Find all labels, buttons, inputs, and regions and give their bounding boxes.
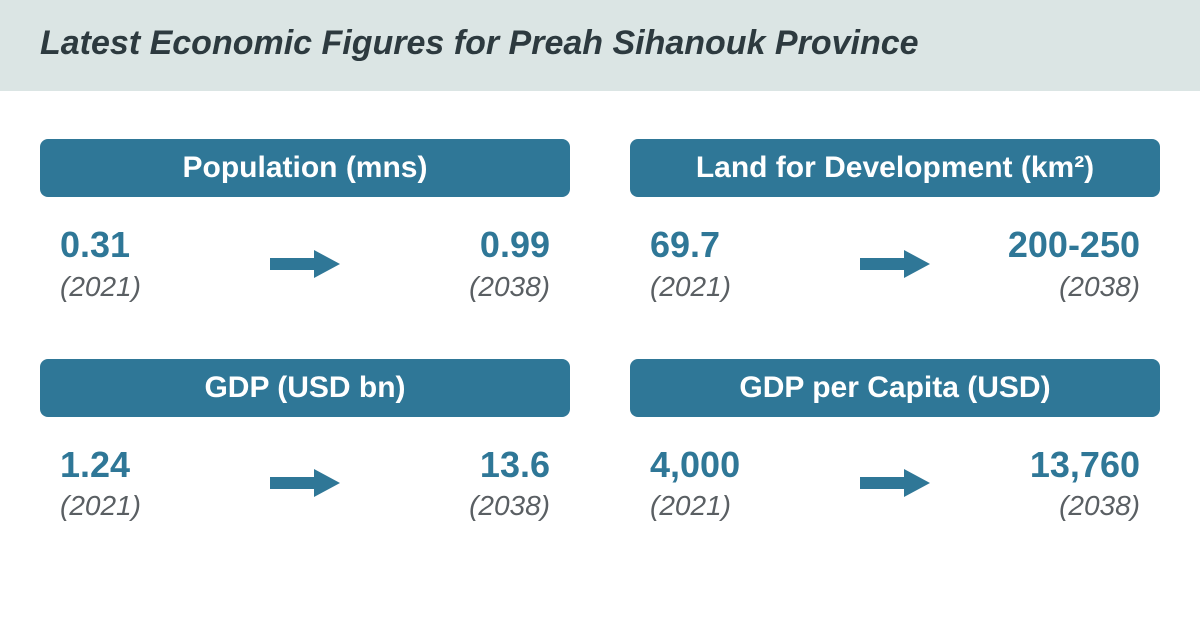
- card-header: Land for Development (km²): [630, 139, 1160, 197]
- from-figure: 4,000 (2021): [650, 445, 800, 523]
- arrow-right-icon: [270, 250, 340, 278]
- card-header: GDP (USD bn): [40, 359, 570, 417]
- card-body: 1.24 (2021) 13.6 (2038): [40, 417, 570, 523]
- card-header: GDP per Capita (USD): [630, 359, 1160, 417]
- to-year: (2038): [400, 490, 550, 522]
- from-year: (2021): [650, 271, 800, 303]
- to-figure: 13,760 (2038): [990, 445, 1140, 523]
- to-year: (2038): [990, 271, 1140, 303]
- arrow-right-icon: [860, 469, 930, 497]
- header-band: Latest Economic Figures for Preah Sihano…: [0, 0, 1200, 91]
- from-figure: 0.31 (2021): [60, 225, 210, 303]
- card-header: Population (mns): [40, 139, 570, 197]
- to-figure: 13.6 (2038): [400, 445, 550, 523]
- card-body: 0.31 (2021) 0.99 (2038): [40, 197, 570, 303]
- to-year: (2038): [400, 271, 550, 303]
- from-year: (2021): [650, 490, 800, 522]
- stat-card-land: Land for Development (km²) 69.7 (2021) 2…: [630, 139, 1160, 303]
- card-body: 4,000 (2021) 13,760 (2038): [630, 417, 1160, 523]
- to-figure: 0.99 (2038): [400, 225, 550, 303]
- arrow-right-icon: [270, 469, 340, 497]
- stat-card-gdp-per-capita: GDP per Capita (USD) 4,000 (2021) 13,760…: [630, 359, 1160, 523]
- from-figure: 69.7 (2021): [650, 225, 800, 303]
- arrow-right-icon: [860, 250, 930, 278]
- from-value: 4,000: [650, 445, 800, 485]
- to-year: (2038): [990, 490, 1140, 522]
- cards-grid: Population (mns) 0.31 (2021) 0.99 (2038)…: [0, 91, 1200, 522]
- from-year: (2021): [60, 271, 210, 303]
- to-value: 13.6: [400, 445, 550, 485]
- stat-card-population: Population (mns) 0.31 (2021) 0.99 (2038): [40, 139, 570, 303]
- from-value: 0.31: [60, 225, 210, 265]
- card-body: 69.7 (2021) 200-250 (2038): [630, 197, 1160, 303]
- from-value: 69.7: [650, 225, 800, 265]
- page-title: Latest Economic Figures for Preah Sihano…: [40, 24, 1160, 63]
- to-figure: 200-250 (2038): [990, 225, 1140, 303]
- to-value: 0.99: [400, 225, 550, 265]
- stat-card-gdp: GDP (USD bn) 1.24 (2021) 13.6 (2038): [40, 359, 570, 523]
- to-value: 200-250: [990, 225, 1140, 265]
- to-value: 13,760: [990, 445, 1140, 485]
- from-year: (2021): [60, 490, 210, 522]
- from-figure: 1.24 (2021): [60, 445, 210, 523]
- from-value: 1.24: [60, 445, 210, 485]
